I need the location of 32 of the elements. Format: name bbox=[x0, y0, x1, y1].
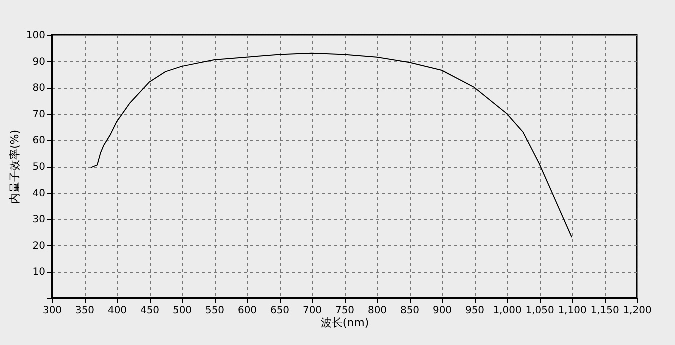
x-tick-label: 1,000 bbox=[493, 306, 522, 316]
x-tick-label: 550 bbox=[205, 306, 225, 316]
y-tick-label: 10 bbox=[32, 267, 46, 278]
x-tick-label: 400 bbox=[108, 306, 128, 316]
y-tick-label: 60 bbox=[32, 136, 46, 147]
x-tick-label: 1,100 bbox=[558, 306, 587, 316]
x-tick-label: 900 bbox=[432, 306, 452, 316]
y-tick-label: 90 bbox=[32, 56, 46, 68]
x-tick-label: 600 bbox=[238, 306, 258, 316]
x-tick-label: 450 bbox=[140, 306, 160, 316]
y-tick-label: 40 bbox=[32, 188, 46, 200]
x-tick-label: 800 bbox=[368, 306, 388, 316]
y-axis-title: 内量子效率(%) bbox=[8, 130, 22, 204]
x-tick-label: 700 bbox=[302, 306, 322, 316]
x-tick-label: 350 bbox=[75, 306, 95, 316]
x-tick-label: 1,150 bbox=[590, 306, 620, 316]
x-tick-label: 300 bbox=[42, 306, 62, 316]
y-tick-label: 100 bbox=[26, 30, 46, 42]
x-tick-label: 750 bbox=[335, 306, 355, 316]
y-tick-label: 80 bbox=[32, 83, 46, 94]
x-tick-label: 650 bbox=[270, 306, 290, 316]
x-tick-label: 850 bbox=[400, 306, 420, 316]
y-tick-label: 20 bbox=[32, 240, 46, 252]
y-tick-label: 70 bbox=[32, 109, 46, 120]
x-tick-label: 1,050 bbox=[526, 306, 554, 316]
x-tick-label: 1,200 bbox=[623, 306, 652, 316]
x-tick-label: 950 bbox=[465, 306, 485, 316]
y-tick-label: 50 bbox=[32, 162, 46, 173]
line-series bbox=[90, 52, 572, 238]
y-tick-label: 30 bbox=[32, 214, 46, 226]
x-axis-title: 波长(nm) bbox=[320, 316, 370, 330]
x-tick-label: 500 bbox=[172, 306, 192, 316]
